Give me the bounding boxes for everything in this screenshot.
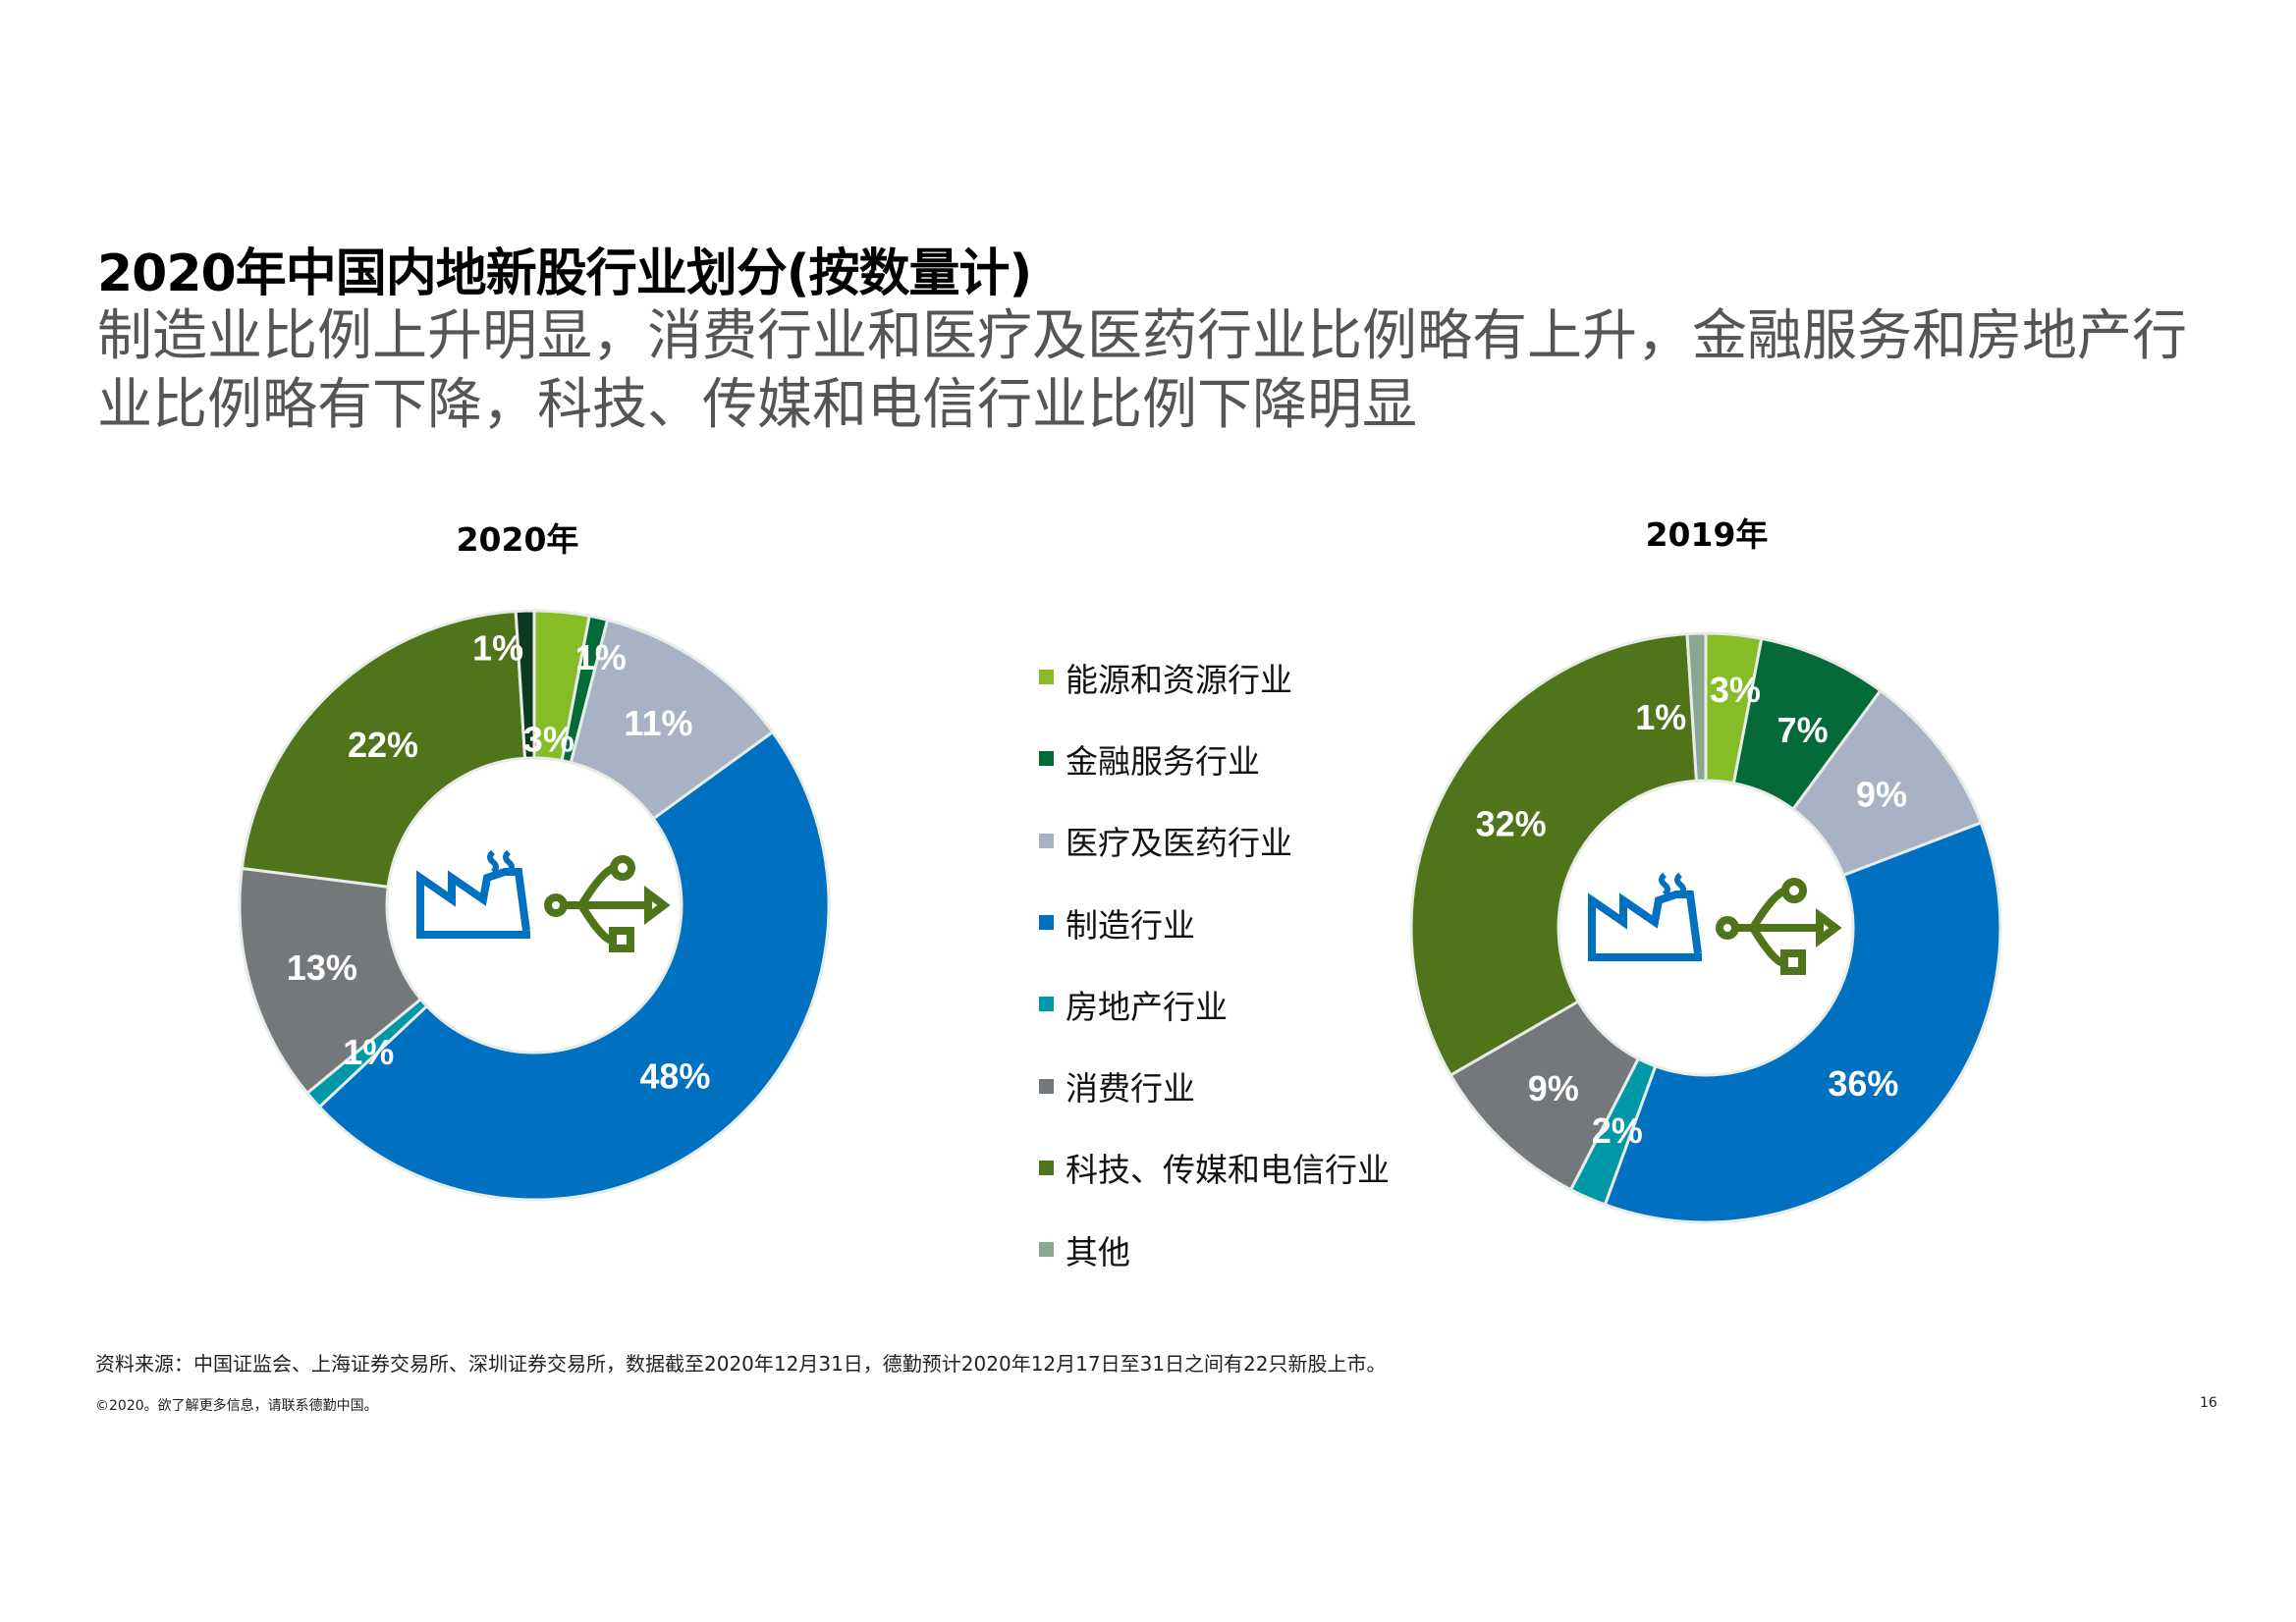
donut-chart-2020: 3% 1% 11% 48% 1% 13% 22% 1%	[238, 609, 831, 1202]
legend-swatch	[1039, 1242, 1054, 1258]
chart-2020-title: 2020年	[456, 520, 579, 559]
legend-swatch	[1039, 670, 1054, 685]
legend-swatch	[1039, 1078, 1054, 1094]
donut-slice	[317, 730, 831, 1202]
page-title: 2020年中国内地新股行业划分(按数量计)	[97, 244, 1032, 303]
donut-slice	[240, 609, 527, 889]
slice-label: 1%	[575, 637, 627, 677]
legend-label: 制造行业	[1066, 905, 1195, 945]
slice-label: 1%	[472, 628, 523, 669]
slice-label: 3%	[523, 720, 574, 760]
donut-slice	[1603, 820, 2002, 1224]
slice-label: 9%	[1856, 775, 1907, 815]
donut-slice	[1409, 632, 1699, 1078]
factory-icon	[1588, 872, 1702, 961]
donut-slice	[514, 609, 536, 760]
donut-slice	[1685, 631, 1708, 783]
legend-label: 房地产行业	[1066, 987, 1228, 1026]
page-subtitle: 制造业比例上升明显，消费行业和医疗及医药行业比例略有上升，金融服务和房地产行业比…	[97, 304, 2187, 437]
slice-label: 1%	[1635, 697, 1686, 737]
slice-label: 1%	[343, 1032, 394, 1072]
legend-item: 能源和资源行业	[1039, 636, 1390, 718]
page-number: 16	[2200, 1395, 2217, 1411]
slice-label: 2%	[1592, 1110, 1643, 1151]
legend-label: 医疗及医药行业	[1066, 824, 1292, 863]
slice-label: 9%	[1528, 1068, 1579, 1108]
legend-label: 科技、传媒和电信行业	[1066, 1151, 1390, 1190]
slice-label: 11%	[624, 703, 692, 743]
legend-item: 医疗及医药行业	[1039, 800, 1390, 882]
legend-swatch	[1039, 1160, 1054, 1175]
factory-icon	[416, 849, 530, 939]
legend-item: 房地产行业	[1039, 963, 1390, 1045]
slice-label: 48%	[639, 1055, 710, 1096]
legend-item: 消费行业	[1039, 1045, 1390, 1126]
legend-label: 其他	[1066, 1232, 1130, 1271]
chart-2019-title: 2019年	[1645, 515, 1769, 554]
legend-label: 能源和资源行业	[1066, 660, 1292, 699]
legend-item: 科技、传媒和电信行业	[1039, 1127, 1390, 1209]
legend-item: 制造行业	[1039, 882, 1390, 963]
slice-label: 32%	[1476, 804, 1547, 844]
donut-chart-2019: 3% 7% 9% 36% 2% 9% 32% 1%	[1409, 631, 2002, 1224]
usb-icon	[1716, 878, 1842, 975]
legend-swatch	[1039, 997, 1054, 1012]
usb-icon	[544, 855, 671, 952]
legend-item: 金融服务行业	[1039, 718, 1390, 799]
slice-label: 7%	[1777, 710, 1829, 750]
legend-label: 消费行业	[1066, 1069, 1195, 1108]
legend-swatch	[1039, 833, 1054, 848]
legend-label: 金融服务行业	[1066, 741, 1260, 781]
legend-swatch	[1039, 751, 1054, 767]
legend-swatch	[1039, 915, 1054, 931]
slice-label: 36%	[1828, 1063, 1898, 1104]
slice-label: 22%	[348, 725, 418, 765]
copyright-note: ©2020。欲了解更多信息，请联系德勤中国。	[95, 1398, 378, 1414]
chart-legend: 能源和资源行业 金融服务行业 医疗及医药行业 制造行业房地产行业消费行业科技、传媒和电…	[1039, 636, 1390, 1290]
slice-label: 13%	[287, 947, 357, 988]
slice-label: 3%	[1710, 670, 1761, 710]
legend-item: 其他	[1039, 1209, 1390, 1290]
source-note: 资料来源：中国证监会、上海证券交易所、深圳证券交易所，数据截至2020年12月3…	[95, 1352, 1387, 1376]
